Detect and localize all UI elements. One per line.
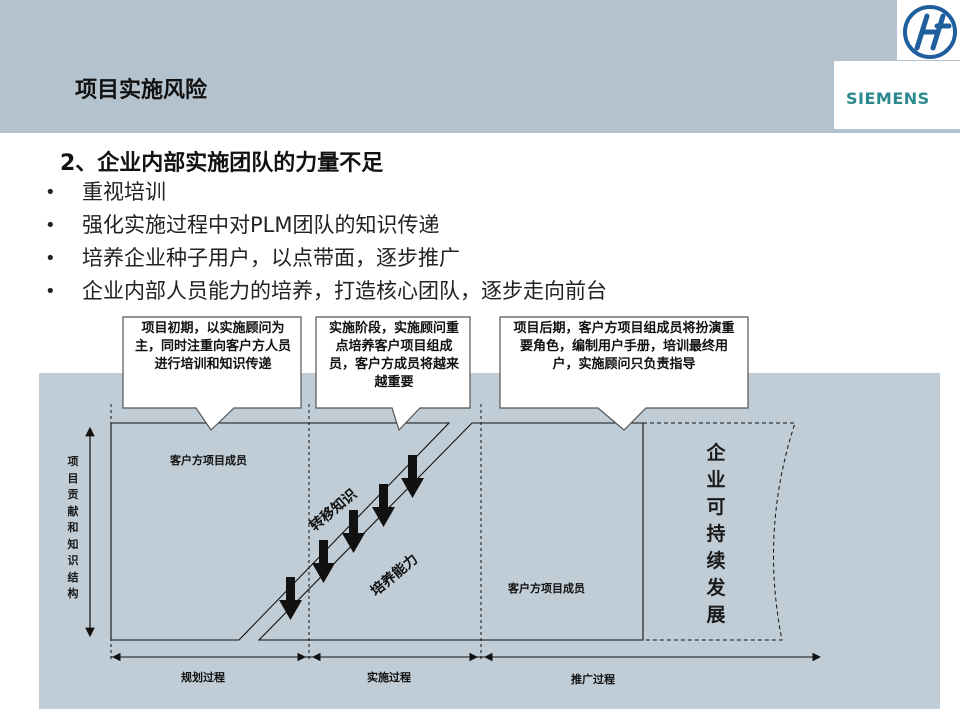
sustainability-region bbox=[643, 422, 796, 641]
down-arrow-icon bbox=[279, 577, 302, 620]
callout-text-late: 项目后期，客户方项目组成员将扮演重要角色，编制用户手册，培训最终用户，实施顾问只… bbox=[513, 321, 735, 372]
siemens-wordmark: SIEMENS bbox=[846, 89, 930, 108]
down-arrow-icon bbox=[342, 510, 365, 553]
bullet-item: • 强化实施过程中对PLM团队的知识传递 bbox=[45, 209, 607, 242]
callout-box bbox=[499, 316, 749, 431]
down-arrow-icon bbox=[372, 484, 395, 527]
siemens-logo: SIEMENS bbox=[834, 61, 960, 129]
bullet-text: 培养企业种子用户，以点带面，逐步推广 bbox=[82, 246, 460, 270]
bullet-text: 企业内部人员能力的培养，打造核心团队，逐步走向前台 bbox=[82, 279, 607, 303]
page-title: 项目实施风险 bbox=[75, 78, 208, 103]
header-band bbox=[0, 0, 960, 133]
phase-label-rollout: 推广过程 bbox=[571, 673, 615, 686]
bullet-list: • 重视培训 • 强化实施过程中对PLM团队的知识传递 • 培养企业种子用户，以点带面… bbox=[45, 176, 607, 308]
phase-label-planning: 规划过程 bbox=[181, 671, 225, 684]
bullet-item: • 培养企业种子用户，以点带面，逐步推广 bbox=[45, 242, 607, 275]
down-arrow-icon bbox=[312, 540, 335, 583]
callout-text-mid: 实施阶段，实施顾问重点培养客户项目组成员，客户方成员将越来越重要 bbox=[328, 321, 459, 390]
bullet-text: 重视培训 bbox=[82, 180, 166, 204]
section-heading: 2、企业内部实施团队的力量不足 bbox=[60, 151, 384, 176]
transfer-arrows bbox=[279, 455, 424, 620]
consultant-region bbox=[110, 422, 451, 641]
down-arrow-icon bbox=[401, 455, 424, 498]
bullet-item: • 企业内部人员能力的培养，打造核心团队，逐步走向前台 bbox=[45, 275, 607, 308]
sustainability-label: 企业可持续发展 bbox=[706, 442, 726, 626]
area-label-bottom: 客户方项目成员 bbox=[508, 582, 585, 595]
callout-box bbox=[315, 316, 471, 432]
area-label-top: 客户方项目成员 bbox=[170, 454, 247, 467]
bullet-dot-icon: • bbox=[45, 182, 56, 203]
callout-text-early: 项目初期，以实施顾问为主，同时注重向客户方人员进行培训和知识传递 bbox=[134, 321, 291, 372]
bullet-dot-icon: • bbox=[45, 248, 56, 269]
bullet-dot-icon: • bbox=[45, 215, 56, 236]
bullet-text: 强化实施过程中对PLM团队的知识传递 bbox=[82, 213, 440, 237]
logo-area bbox=[897, 0, 960, 60]
bullet-dot-icon: • bbox=[45, 281, 56, 302]
bullet-item: • 重视培训 bbox=[45, 176, 607, 209]
phase-label-implementation: 实施过程 bbox=[367, 671, 411, 684]
y-axis-label: 项目贡献和知识结构 bbox=[67, 455, 79, 600]
callout-box bbox=[122, 316, 302, 431]
hf-circle-logo-icon bbox=[903, 5, 957, 59]
